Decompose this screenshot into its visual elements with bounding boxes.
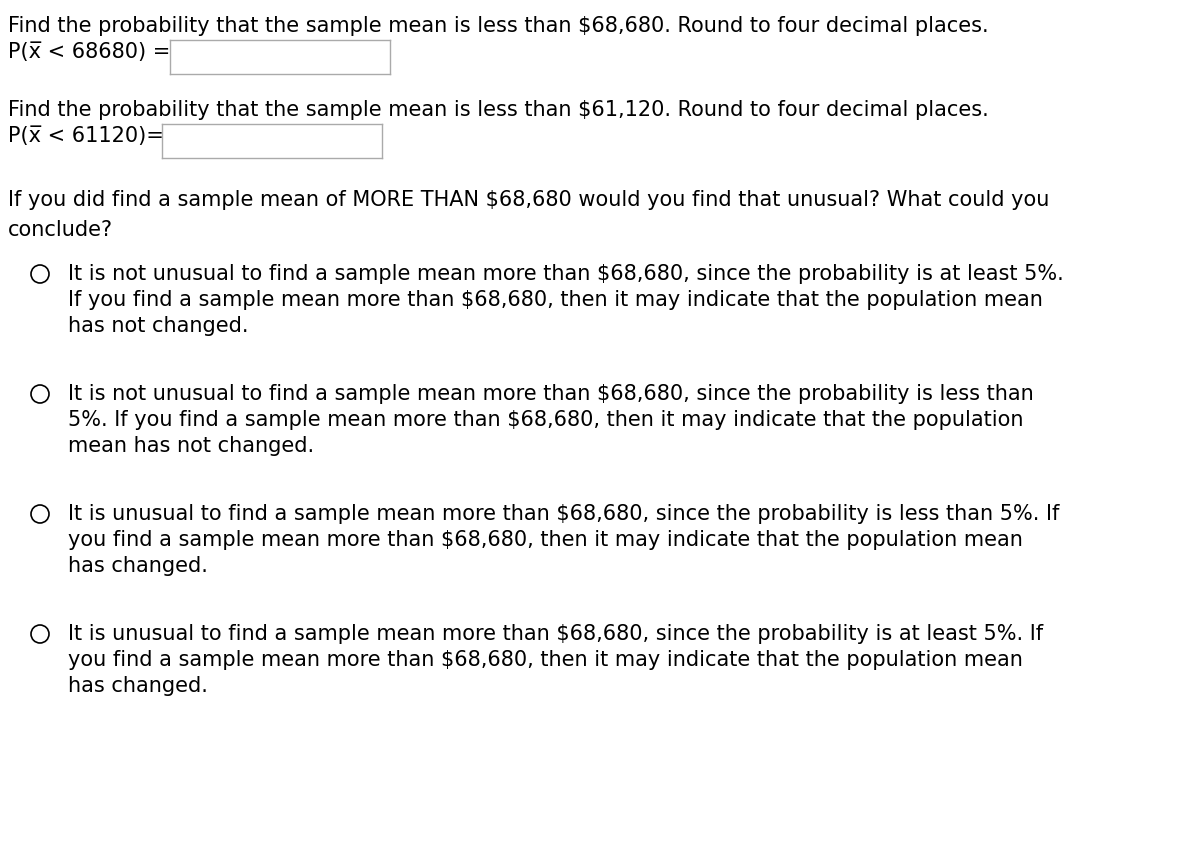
- Text: has changed.: has changed.: [68, 676, 208, 696]
- Text: It is unusual to find a sample mean more than $68,680, since the probability is : It is unusual to find a sample mean more…: [68, 504, 1060, 524]
- Text: you find a sample mean more than $68,680, then it may indicate that the populati: you find a sample mean more than $68,680…: [68, 530, 1022, 550]
- Text: mean has not changed.: mean has not changed.: [68, 436, 314, 456]
- Text: P(x̅ < 61120)=: P(x̅ < 61120)=: [8, 126, 164, 146]
- Text: Find the probability that the sample mean is less than $68,680. Round to four de: Find the probability that the sample mea…: [8, 16, 989, 36]
- Text: If you find a sample mean more than $68,680, then it may indicate that the popul: If you find a sample mean more than $68,…: [68, 290, 1043, 310]
- Text: Find the probability that the sample mean is less than $61,120. Round to four de: Find the probability that the sample mea…: [8, 100, 989, 120]
- Text: 5%. If you find a sample mean more than $68,680, then it may indicate that the p: 5%. If you find a sample mean more than …: [68, 410, 1024, 430]
- Text: has changed.: has changed.: [68, 556, 208, 576]
- Text: If you did find a sample mean of MORE THAN $68,680 would you find that unusual? : If you did find a sample mean of MORE TH…: [8, 190, 1049, 210]
- Text: It is not unusual to find a sample mean more than $68,680, since the probability: It is not unusual to find a sample mean …: [68, 384, 1033, 404]
- Text: conclude?: conclude?: [8, 220, 113, 240]
- Text: P(x̅ < 68680) =: P(x̅ < 68680) =: [8, 42, 170, 62]
- Text: you find a sample mean more than $68,680, then it may indicate that the populati: you find a sample mean more than $68,680…: [68, 650, 1022, 670]
- Text: It is not unusual to find a sample mean more than $68,680, since the probability: It is not unusual to find a sample mean …: [68, 264, 1063, 284]
- Text: has not changed.: has not changed.: [68, 316, 248, 336]
- Text: It is unusual to find a sample mean more than $68,680, since the probability is : It is unusual to find a sample mean more…: [68, 624, 1043, 644]
